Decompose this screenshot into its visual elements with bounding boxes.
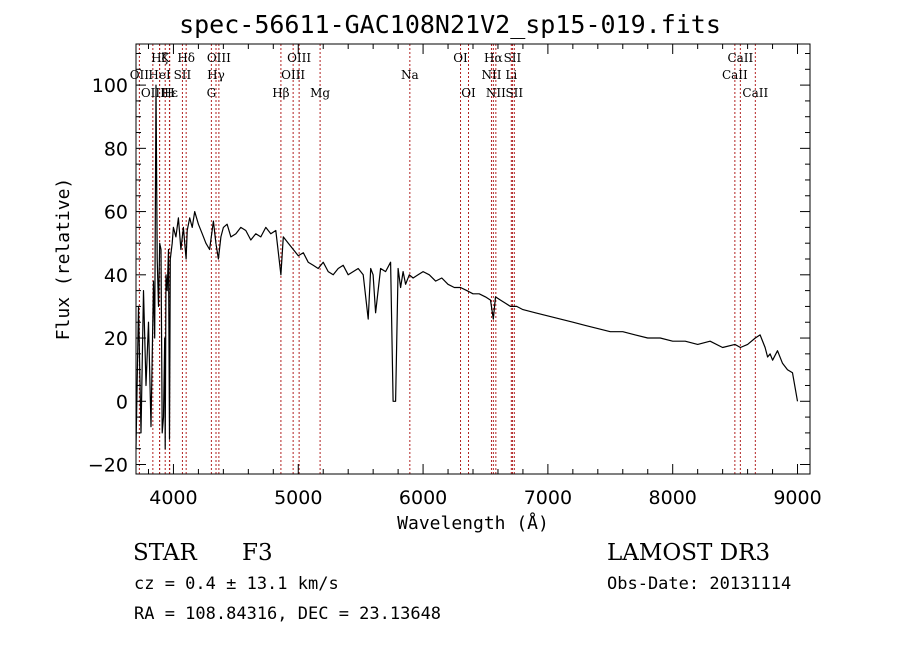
- line-label: Hδ: [177, 51, 195, 65]
- y-tick-label: 100: [92, 75, 128, 97]
- line-label: OII: [130, 68, 150, 82]
- x-tick-label: 5000: [274, 487, 322, 509]
- x-tick-label: 4000: [149, 487, 197, 509]
- line-label: CaII: [742, 86, 768, 100]
- object-subclass: F3: [242, 540, 273, 566]
- line-label: G: [207, 86, 217, 100]
- redshift-cz: cz = 0.4 ± 13.1 km/s: [134, 574, 339, 594]
- line-label: Hβ: [272, 86, 289, 100]
- obs-date: Obs-Date: 20131114: [607, 574, 792, 594]
- coordinates: RA = 108.84316, DEC = 23.13648: [134, 604, 442, 624]
- object-class: STAR: [133, 540, 197, 566]
- x-axis-label: Wavelength (Å): [397, 512, 549, 534]
- line-label: NII: [481, 68, 501, 82]
- line-label: Mg: [310, 86, 330, 100]
- line-label: Hε: [161, 86, 178, 100]
- line-label: Hγ: [207, 68, 225, 82]
- x-tick-label: 7000: [524, 487, 572, 509]
- x-tick-label: 8000: [649, 487, 697, 509]
- y-tick-label: 40: [104, 265, 128, 287]
- y-tick-label: 20: [104, 328, 128, 350]
- line-label: Li: [505, 68, 517, 82]
- spectrum-series: [135, 84, 799, 450]
- line-label: CaII: [727, 51, 753, 65]
- y-tick-label: 60: [104, 202, 128, 224]
- chart-title: spec-56611-GAC108N21V2_sp15-019.fits: [179, 10, 721, 39]
- y-tick-label: −20: [88, 455, 128, 477]
- survey-name: LAMOST DR3: [607, 540, 771, 566]
- x-tick-label: 6000: [399, 487, 447, 509]
- y-tick-label: 0: [116, 391, 128, 413]
- plot-frame: [135, 43, 811, 475]
- line-label: OI: [461, 86, 476, 100]
- line-label: SII: [504, 51, 522, 65]
- line-label: HeI: [148, 68, 171, 82]
- line-label: OIII: [287, 51, 311, 65]
- line-label: Hζ: [151, 51, 168, 65]
- line-label: OI: [453, 51, 468, 65]
- line-label: NII: [486, 86, 506, 100]
- line-label: Na: [401, 68, 419, 82]
- line-label: OIII: [141, 86, 165, 100]
- line-label: CaII: [722, 68, 748, 82]
- y-axis-label: Flux (relative): [53, 178, 74, 341]
- y-tick-label: 80: [104, 138, 128, 160]
- line-label: Hα: [484, 51, 503, 65]
- line-label: SII: [174, 68, 192, 82]
- line-label: OIII: [207, 51, 231, 65]
- line-label: H: [164, 86, 174, 100]
- x-tick-label: 9000: [773, 487, 821, 509]
- line-label: OIII: [281, 68, 305, 82]
- line-label: SII: [505, 86, 523, 100]
- line-label: K: [161, 51, 171, 65]
